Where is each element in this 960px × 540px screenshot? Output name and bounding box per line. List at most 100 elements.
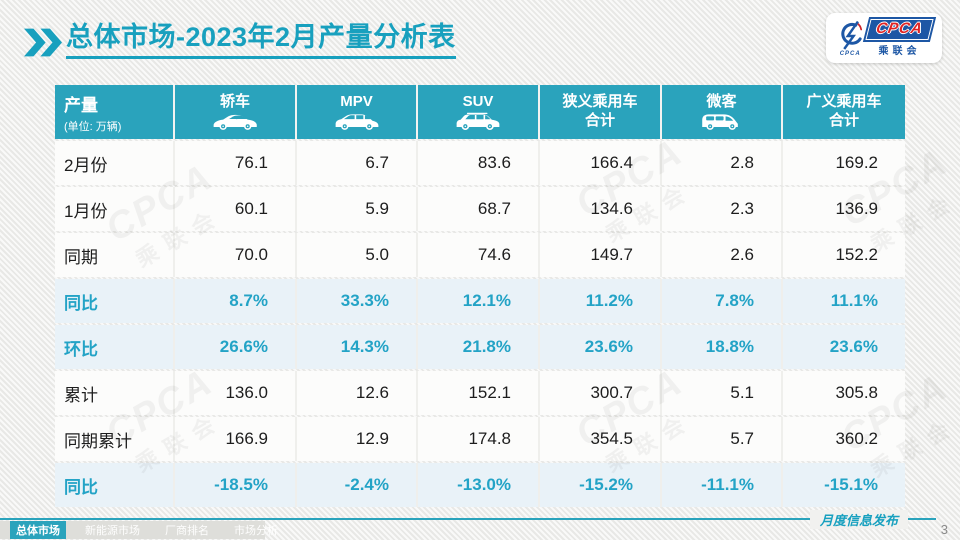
cell-narrow-pv: 134.6 xyxy=(540,187,662,231)
cell-sedan: 166.9 xyxy=(175,417,297,461)
suv-icon xyxy=(456,113,500,131)
table-row: 同期 70.0 5.0 74.6 149.7 2.6 152.2 xyxy=(55,233,905,277)
col-header-mpv: MPV xyxy=(297,85,418,139)
row-label: 同期 xyxy=(55,233,175,277)
col-header-suv: SUV xyxy=(418,85,540,139)
col-label-line2: 合计 xyxy=(828,112,859,129)
cell-suv: 68.7 xyxy=(418,187,540,231)
cell-mpv: 12.6 xyxy=(297,371,418,415)
cell-minivan: 5.1 xyxy=(662,371,783,415)
cell-mpv: 5.0 xyxy=(297,233,418,277)
cell-broad-pv: 136.9 xyxy=(783,187,905,231)
cell-suv: 83.6 xyxy=(418,141,540,185)
cpca-emblem-text: CPCA xyxy=(839,51,861,57)
cell-sedan: 76.1 xyxy=(175,141,297,185)
cell-sedan: 136.0 xyxy=(175,371,297,415)
sedan-icon xyxy=(213,115,257,131)
cell-minivan: 2.3 xyxy=(662,187,783,231)
cell-minivan: 18.8% xyxy=(662,325,783,369)
cell-broad-pv: 169.2 xyxy=(783,141,905,185)
row-label: 同比 xyxy=(55,463,175,507)
cpca-brand-text: CPCA xyxy=(874,20,925,37)
mpv-icon xyxy=(335,114,378,131)
cell-narrow-pv: 166.4 xyxy=(540,141,662,185)
nav-tab-2[interactable]: 厂商排名 xyxy=(165,525,209,537)
cell-sedan: 26.6% xyxy=(175,325,297,369)
table-header-row: 产量 (单位: 万辆) 轿车 MPV SUV 狭义乘用车 合计 微客 广义乘用车 合计 xyxy=(55,85,905,139)
table-row: 2月份 76.1 6.7 83.6 166.4 2.8 169.2 xyxy=(55,141,905,185)
cell-suv: 174.8 xyxy=(418,417,540,461)
cell-narrow-pv: 354.5 xyxy=(540,417,662,461)
table-row: 同期累计 166.9 12.9 174.8 354.5 5.7 360.2 xyxy=(55,417,905,461)
cell-broad-pv: 152.2 xyxy=(783,233,905,277)
footer-note: 月度信息发布 xyxy=(809,510,908,529)
col-header-product: 产量 (单位: 万辆) xyxy=(55,85,175,139)
footer-rule xyxy=(0,518,936,520)
cell-mpv: 14.3% xyxy=(297,325,418,369)
cpca-emblem: CPCA xyxy=(837,19,863,57)
cell-mpv: 6.7 xyxy=(297,141,418,185)
cell-mpv: -2.4% xyxy=(297,463,418,507)
col-label: 狭义乘用车 xyxy=(562,93,638,111)
cell-mpv: 12.9 xyxy=(297,417,418,461)
cell-sedan: 8.7% xyxy=(175,279,297,323)
cell-sedan: -18.5% xyxy=(175,463,297,507)
table-row: 累计 136.0 12.6 152.1 300.7 5.1 305.8 xyxy=(55,371,905,415)
col-header-narrow-pv: 狭义乘用车 合计 xyxy=(540,85,662,139)
cell-minivan: 2.6 xyxy=(662,233,783,277)
cell-suv: 152.1 xyxy=(418,371,540,415)
cell-suv: 21.8% xyxy=(418,325,540,369)
cell-suv: 74.6 xyxy=(418,233,540,277)
row-label: 同比 xyxy=(55,279,175,323)
cell-broad-pv: -15.1% xyxy=(783,463,905,507)
cell-sedan: 60.1 xyxy=(175,187,297,231)
production-table: 产量 (单位: 万辆) 轿车 MPV SUV 狭义乘用车 合计 微客 广义乘用车 合计 2月份… xyxy=(55,85,905,509)
cell-mpv: 5.9 xyxy=(297,187,418,231)
nav-tab-3[interactable]: 市场分析 xyxy=(234,525,278,537)
cell-broad-pv: 11.1% xyxy=(783,279,905,323)
table-row: 同比 -18.5% -2.4% -13.0% -15.2% -11.1% -15.1% xyxy=(55,463,905,507)
cell-minivan: 7.8% xyxy=(662,279,783,323)
cell-narrow-pv: 300.7 xyxy=(540,371,662,415)
cell-broad-pv: 305.8 xyxy=(783,371,905,415)
cell-broad-pv: 360.2 xyxy=(783,417,905,461)
cpca-logo: CPCA CPCA 乘联会 xyxy=(826,13,942,63)
page-number: 3 xyxy=(940,522,948,537)
nav-tab-1[interactable]: 新能源市场 xyxy=(85,525,140,537)
table-body: 2月份 76.1 6.7 83.6 166.4 2.8 169.2 1月份 60.1 5.9 68.… xyxy=(55,141,905,507)
double-chevron-icon xyxy=(24,28,62,57)
cell-narrow-pv: 149.7 xyxy=(540,233,662,277)
row-label: 同期累计 xyxy=(55,417,175,461)
page-title-primary: 总体市场 xyxy=(66,22,176,52)
col-header-broad-pv: 广义乘用车 合计 xyxy=(783,85,905,139)
row-label: 累计 xyxy=(55,371,175,415)
cpca-brand-cn: 乘联会 xyxy=(878,46,921,57)
cpca-swirl-icon xyxy=(841,20,863,50)
cpca-brand-box: CPCA xyxy=(865,19,934,40)
page-title-rest: -2023年2月产量分析表 xyxy=(176,22,456,52)
nav-tab-0[interactable]: 总体市场 xyxy=(10,521,66,539)
cell-suv: 12.1% xyxy=(418,279,540,323)
cell-suv: -13.0% xyxy=(418,463,540,507)
col-label: 微客 xyxy=(706,92,737,110)
cell-mpv: 33.3% xyxy=(297,279,418,323)
col-label: 轿车 xyxy=(219,92,250,110)
col-label-line2: 合计 xyxy=(584,112,615,129)
table-row: 1月份 60.1 5.9 68.7 134.6 2.3 136.9 xyxy=(55,187,905,231)
page-title: 总体市场-2023年2月产量分析表 xyxy=(66,22,456,60)
cell-broad-pv: 23.6% xyxy=(783,325,905,369)
cell-narrow-pv: 23.6% xyxy=(540,325,662,369)
row-label: 1月份 xyxy=(55,187,175,231)
row-label: 2月份 xyxy=(55,141,175,185)
footer-nav: 总体市场 新能源市场 厂商排名 市场分析 xyxy=(0,521,278,539)
cpca-wordmark: CPCA 乘联会 xyxy=(865,19,934,57)
col-header-sedan: 轿车 xyxy=(175,85,297,139)
table-row: 环比 26.6% 14.3% 21.8% 23.6% 18.8% 23.6% xyxy=(55,325,905,369)
van-icon xyxy=(701,114,738,131)
cell-minivan: -11.1% xyxy=(662,463,783,507)
col-label: 广义乘用车 xyxy=(806,93,882,111)
col-label: MPV xyxy=(340,92,373,110)
col-label: SUV xyxy=(462,92,494,110)
table-unit: (单位: 万辆) xyxy=(64,120,122,133)
cell-narrow-pv: 11.2% xyxy=(540,279,662,323)
